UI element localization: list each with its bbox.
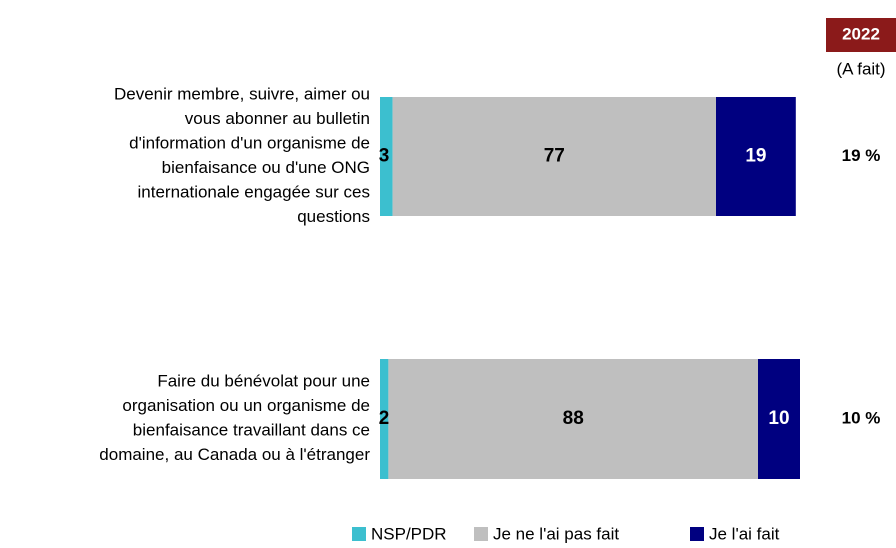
category-label: Faire du bénévolat pour une organisation … [99,372,370,465]
summary-label: 10 % [842,408,881,427]
value-label: 10 [768,408,789,429]
legend-label: NSP/PDR [371,524,447,543]
bar-segment [388,359,758,479]
summary-subtitle: (A fait) [836,59,885,78]
value-label: 2 [379,408,390,429]
summary-header-box [826,18,896,52]
legend-swatch [474,527,488,541]
bar-segment [716,97,796,216]
summary-title: 2022 [842,24,880,43]
category-label: Devenir membre, suivre, aimer ou vous abo… [114,85,370,227]
value-label: 3 [379,146,390,167]
legend-label: Je l'ai fait [709,524,780,543]
bar-segment [392,97,716,216]
bar-segment [380,97,393,216]
summary-label: 19 % [842,146,881,165]
bar-segment [758,359,800,479]
value-label: 77 [544,146,565,167]
legend-label: Je ne l'ai pas fait [493,524,619,543]
bar-segment [380,359,389,479]
legend-swatch [690,527,704,541]
legend-swatch [352,527,366,541]
value-label: 88 [563,408,584,429]
value-label: 19 [745,146,766,167]
